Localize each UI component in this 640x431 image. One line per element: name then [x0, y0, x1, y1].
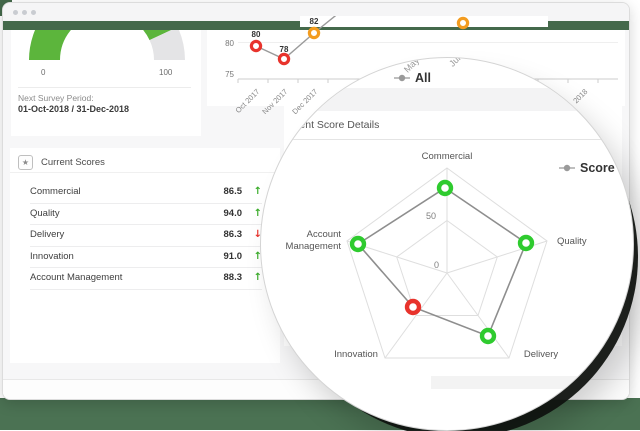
gauge-chart [29, 30, 185, 61]
score-value: 88.3 [223, 272, 243, 284]
score-series-legend[interactable]: Score [559, 161, 615, 175]
divider [271, 139, 623, 140]
score-details-title: Current Score Details [279, 119, 380, 131]
gauge-arc-rest [149, 30, 185, 61]
radar-point-commercial[interactable] [436, 179, 454, 197]
survey-period-value: 01-Oct-2018 / 31-Dec-2018 [18, 104, 130, 114]
radar-axis-account-management: Account Management [285, 229, 341, 252]
radar-grid [346, 167, 548, 359]
score-label: Commercial [30, 186, 81, 198]
radar-point-account-management[interactable] [349, 235, 367, 253]
radar-point-innovation[interactable] [404, 298, 422, 316]
legend-marker-icon [394, 74, 410, 82]
magnifier-lens: May Jul All Current Score Details Score [260, 57, 634, 431]
score-row-account-management: Account Management 88.3 ↑ [30, 267, 262, 290]
data-point-82[interactable] [307, 26, 321, 40]
score-value: 91.0 [223, 250, 243, 262]
gauge-card: 0 100 Next Survey Period: 01-Oct-2018 / … [11, 30, 201, 136]
radar-point-quality[interactable] [517, 234, 535, 252]
y-tick-80: 80 [225, 39, 234, 48]
score-row-innovation: Innovation 91.0 ↑ [30, 246, 262, 268]
window-control-icon[interactable] [31, 10, 36, 15]
score-legend-label: Score [580, 161, 615, 175]
radar-axis-innovation: Innovation [334, 349, 378, 360]
score-label: Innovation [30, 250, 74, 262]
radar-tick-0: 0 [433, 260, 439, 270]
radar-chart [346, 167, 548, 359]
score-row-commercial: Commercial 86.5 ↑ [30, 181, 262, 204]
score-label: Delivery [30, 229, 65, 241]
divider [10, 172, 280, 173]
score-value: 86.3 [223, 229, 243, 241]
trend-up-icon: ↑ [253, 186, 262, 198]
data-point-78[interactable] [277, 52, 291, 66]
star-icon: ★ [18, 154, 33, 170]
gauge-arc-value [29, 30, 172, 61]
trend-line [255, 16, 337, 60]
radar-score-polygon [356, 187, 527, 338]
trend-chart-overflow-patch [300, 16, 548, 27]
current-scores-card: ★ Current Scores Commercial 86.5 ↑ Quali… [10, 148, 280, 363]
scores-card-title: Current Scores [41, 156, 105, 168]
score-value: 94.0 [223, 207, 243, 219]
score-row-quality: Quality 94.0 ↑ [30, 203, 262, 225]
score-label: Quality [30, 207, 60, 219]
trend-up-icon: ↑ [253, 207, 262, 219]
radar-axis-quality: Quality [557, 236, 587, 247]
all-series-legend[interactable]: All [394, 71, 431, 85]
window-control-icon[interactable] [13, 10, 18, 15]
point-label-78: 78 [280, 45, 289, 54]
data-point-clipped[interactable] [456, 16, 470, 30]
survey-period-label: Next Survey Period: [18, 93, 94, 103]
data-point-80[interactable] [249, 39, 263, 53]
y-tick-75: 75 [225, 70, 234, 79]
trend-up-icon: ↑ [253, 272, 262, 284]
all-legend-label: All [415, 71, 431, 85]
radar-axis-commercial: Commercial [421, 151, 473, 162]
card-bottom-band [431, 376, 581, 389]
gauge-min-label: 0 [41, 68, 46, 77]
point-label-82: 82 [310, 17, 319, 26]
point-label-80: 80 [252, 30, 261, 39]
trend-down-icon: ↓ [253, 229, 262, 241]
window-control-icon[interactable] [22, 10, 27, 15]
x-label-oct-2017: Oct 2017 [234, 87, 262, 114]
legend-marker-icon [559, 164, 575, 172]
gauge-max-label: 100 [159, 68, 173, 77]
score-label: Account Management [30, 272, 123, 284]
divider [18, 87, 191, 88]
trend-up-icon: ↑ [253, 250, 262, 262]
radar-point-delivery[interactable] [479, 327, 497, 345]
card-gap-band [261, 88, 633, 111]
radar-tick-50: 50 [425, 211, 436, 221]
radar-axis-delivery: Delivery [523, 349, 559, 360]
score-value: 86.5 [223, 186, 243, 198]
score-row-delivery: Delivery 86.3 ↓ [30, 224, 262, 247]
